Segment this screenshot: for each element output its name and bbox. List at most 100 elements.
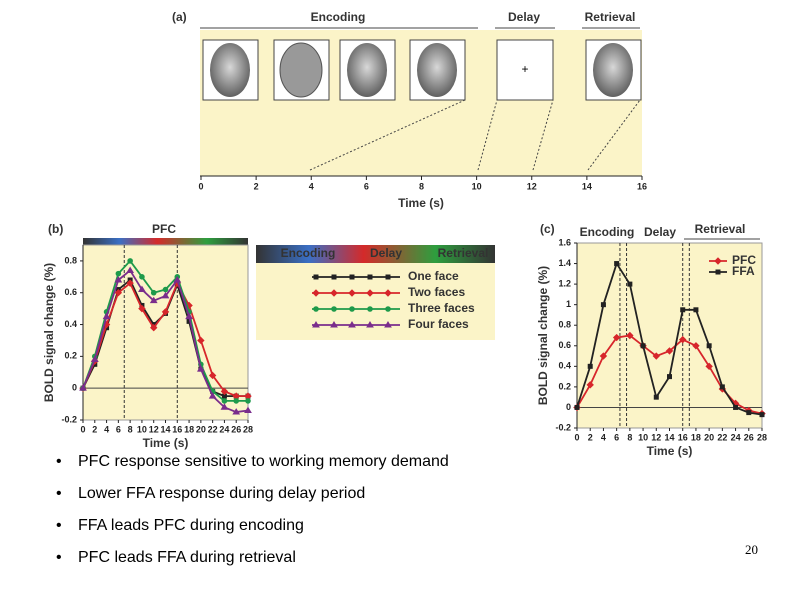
x-tick-label: 4 bbox=[601, 432, 606, 442]
bullet-dot: • bbox=[56, 485, 62, 502]
x-tick-label: 14 bbox=[160, 424, 170, 434]
marker bbox=[149, 296, 158, 304]
legend-marker bbox=[331, 274, 337, 280]
x-tick-label: 22 bbox=[208, 424, 218, 434]
legend-header bbox=[256, 245, 495, 263]
x-tick-label: 18 bbox=[184, 424, 194, 434]
marker bbox=[640, 343, 646, 349]
phase-label: Encoding bbox=[311, 10, 366, 24]
x-tick-label: 2 bbox=[588, 432, 593, 442]
legend-label: Four faces bbox=[408, 317, 469, 331]
marker bbox=[680, 307, 686, 313]
marker bbox=[653, 394, 659, 400]
marker bbox=[197, 336, 205, 345]
marker bbox=[652, 352, 660, 360]
marker bbox=[232, 408, 241, 415]
x-tick-label: 14 bbox=[664, 432, 674, 442]
x-tick-label: 0 bbox=[574, 432, 579, 442]
marker bbox=[173, 276, 182, 283]
marker bbox=[600, 302, 606, 308]
phase-label: Retrieval bbox=[695, 222, 746, 236]
marker bbox=[220, 403, 229, 410]
x-tick-label: 20 bbox=[196, 424, 206, 434]
marker bbox=[705, 362, 713, 371]
legend-marker bbox=[714, 257, 722, 265]
x-tick-label: 0 bbox=[198, 181, 203, 191]
x-tick-label: 26 bbox=[231, 424, 241, 434]
bullet: PFC response sensitive to working memory… bbox=[78, 453, 449, 470]
legend-marker bbox=[367, 306, 373, 312]
marker bbox=[587, 363, 593, 369]
x-tick-label: 12 bbox=[149, 424, 159, 434]
bullet: PFC leads FFA during retrieval bbox=[78, 549, 296, 566]
marker bbox=[139, 274, 145, 280]
y-tick-label: 0 bbox=[72, 383, 77, 393]
bullet-dot: • bbox=[56, 549, 62, 566]
y-tick-label: 0.2 bbox=[558, 381, 571, 391]
marker bbox=[667, 374, 672, 380]
x-tick-label: 16 bbox=[678, 432, 688, 442]
y-tick-label: 1.4 bbox=[558, 258, 571, 268]
x-tick-label: 28 bbox=[757, 432, 767, 442]
x-axis-label: Time (s) bbox=[647, 444, 693, 458]
y-tick-label: 1 bbox=[566, 299, 571, 309]
legend-marker bbox=[313, 274, 319, 280]
marker bbox=[126, 266, 135, 273]
y-tick-label: 0 bbox=[566, 402, 571, 412]
marker bbox=[627, 281, 633, 287]
marker bbox=[138, 304, 146, 313]
marker bbox=[208, 392, 217, 399]
x-axis-label: Time (s) bbox=[143, 436, 189, 450]
bullet-dot: • bbox=[56, 453, 62, 470]
legend-marker bbox=[330, 321, 338, 328]
legend-label: FFA bbox=[732, 264, 755, 278]
connector-lines bbox=[309, 99, 641, 171]
fixation-cross: + bbox=[521, 62, 528, 76]
marker bbox=[759, 412, 765, 418]
x-tick-label: 26 bbox=[744, 432, 754, 442]
marker bbox=[614, 261, 620, 267]
x-tick-label: 10 bbox=[638, 432, 648, 442]
legend-marker bbox=[313, 306, 319, 312]
x-tick-label: 6 bbox=[614, 432, 619, 442]
legend-marker bbox=[312, 289, 320, 297]
marker bbox=[161, 308, 170, 316]
x-tick-label: 8 bbox=[419, 181, 424, 191]
x-tick-label: 18 bbox=[691, 432, 701, 442]
x-tick-label: 12 bbox=[527, 181, 537, 191]
marker bbox=[126, 279, 134, 287]
legend-marker bbox=[715, 269, 721, 275]
legend-marker bbox=[349, 274, 355, 280]
marker bbox=[692, 342, 700, 350]
x-tick-label: 8 bbox=[128, 424, 133, 434]
plot-background bbox=[82, 244, 249, 421]
legend-marker bbox=[366, 321, 374, 328]
legend-marker bbox=[366, 289, 374, 297]
marker bbox=[138, 285, 146, 293]
legend-label: Two faces bbox=[408, 285, 465, 299]
y-tick-label: 0.8 bbox=[558, 320, 571, 330]
face-images bbox=[202, 39, 642, 101]
marker bbox=[114, 289, 123, 297]
y-tick-label: 1.6 bbox=[558, 237, 571, 247]
x-tick-label: 24 bbox=[731, 432, 741, 442]
marker bbox=[162, 286, 169, 293]
legend-marker bbox=[385, 306, 391, 312]
marker bbox=[150, 289, 157, 296]
marker bbox=[90, 355, 99, 363]
marker bbox=[114, 276, 123, 283]
phase-bar bbox=[83, 238, 248, 247]
panel-label: (a) bbox=[172, 10, 187, 24]
phase-label: Encoding bbox=[580, 225, 635, 239]
x-tick-label: 10 bbox=[472, 181, 482, 191]
phase-label: Retrieval bbox=[585, 10, 636, 24]
legend-marker bbox=[331, 306, 337, 312]
marker bbox=[221, 398, 228, 404]
x-tick-label: 14 bbox=[582, 181, 592, 191]
y-tick-label: 0.6 bbox=[558, 340, 571, 350]
marker bbox=[245, 398, 251, 404]
marker bbox=[127, 258, 133, 264]
y-axis-label: BOLD signal change (%) bbox=[536, 266, 550, 405]
phase-label: Delay bbox=[508, 10, 540, 24]
legend-phase: Retrieval bbox=[438, 246, 489, 260]
